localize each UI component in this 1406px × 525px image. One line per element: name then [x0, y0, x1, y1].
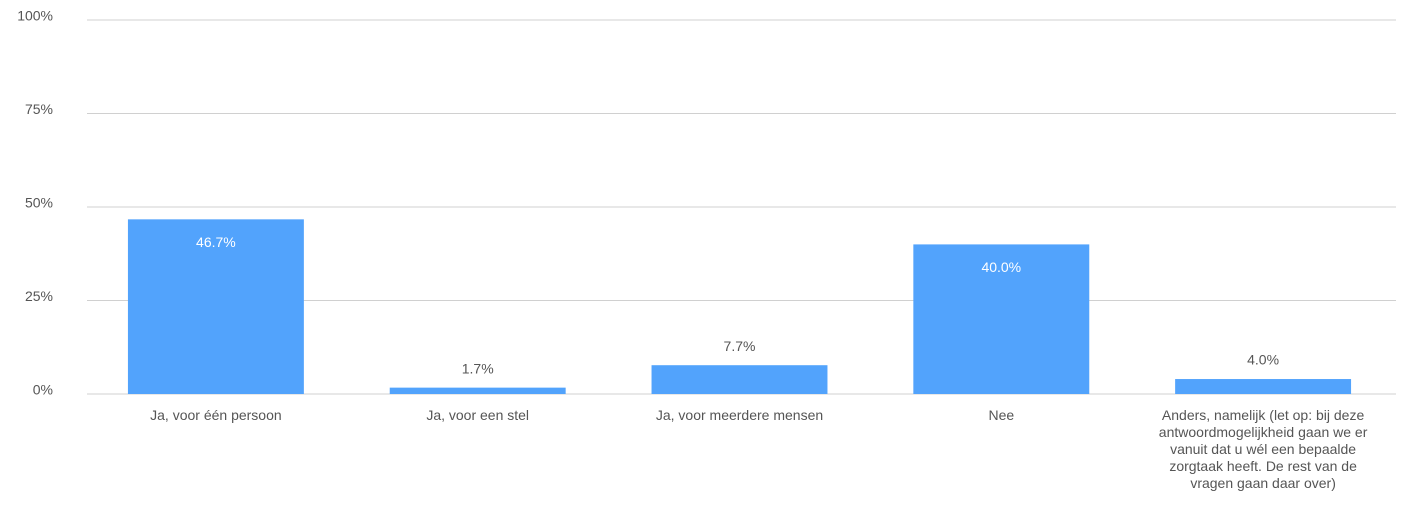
bar [389, 387, 566, 394]
y-tick-label: 75% [25, 101, 53, 117]
bar [651, 365, 828, 394]
x-tick-label: Anders, namelijk (let op: bij deze antwo… [1158, 407, 1368, 491]
x-tick-label: Ja, voor meerdere mensen [655, 407, 824, 423]
data-label: 7.7% [724, 338, 756, 354]
data-label: 4.0% [1247, 352, 1279, 368]
data-label: 46.7% [196, 234, 236, 250]
y-tick-label: 100% [17, 8, 53, 24]
x-tick-label: Nee [988, 407, 1015, 423]
y-tick-label: 25% [25, 288, 53, 304]
y-tick-label: 0% [33, 382, 53, 398]
bar [913, 244, 1090, 394]
bar [1175, 379, 1352, 394]
x-tick-label: Ja, voor één persoon [150, 407, 282, 423]
data-label: 40.0% [981, 259, 1021, 275]
bar [127, 219, 304, 394]
x-tick-label: Ja, voor een stel [426, 407, 530, 423]
y-tick-label: 50% [25, 195, 53, 211]
data-label: 1.7% [462, 360, 494, 376]
